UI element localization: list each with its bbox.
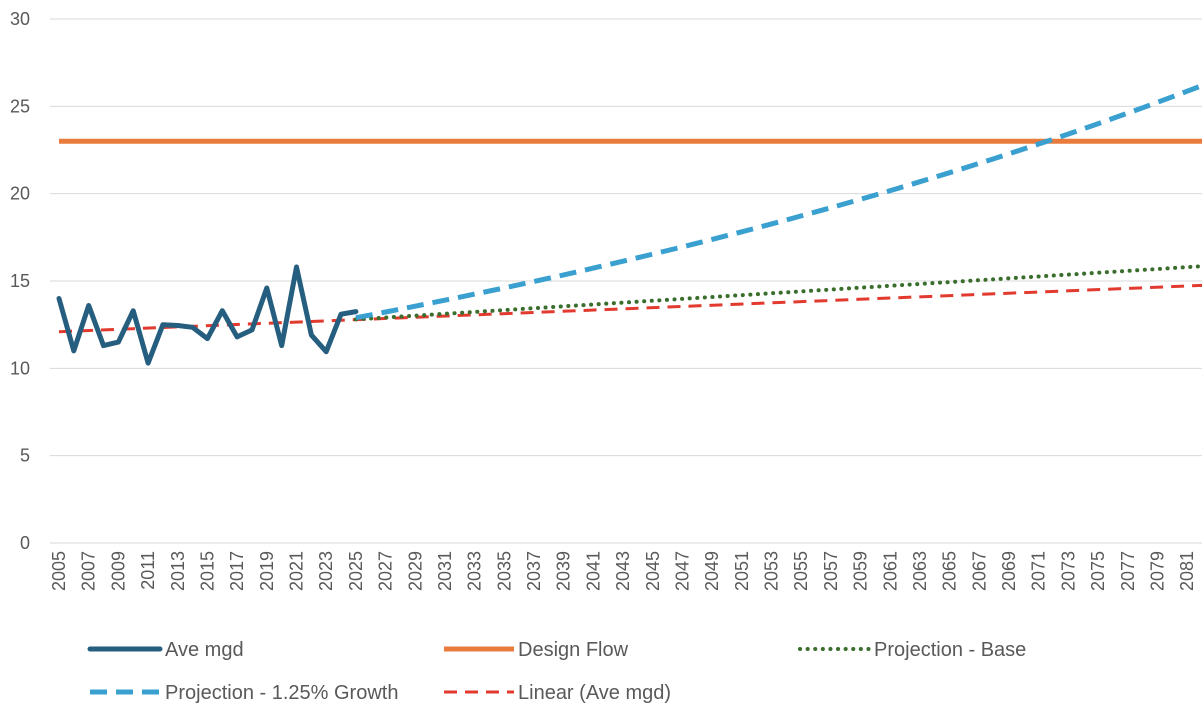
x-tick-label: 2013 xyxy=(168,551,188,591)
x-tick-label: 2023 xyxy=(316,551,336,591)
x-tick-label: 2063 xyxy=(910,551,930,591)
gridlines xyxy=(50,18,1202,544)
x-tick-label: 2073 xyxy=(1058,551,1078,591)
series-projection-base xyxy=(353,264,1204,322)
x-tick-label: 2071 xyxy=(1029,551,1049,591)
x-tick-label: 2035 xyxy=(494,551,514,591)
series-ave-mgd xyxy=(56,264,359,366)
series-linear-ave-mgd xyxy=(58,283,1203,334)
x-tick-label: 2015 xyxy=(197,551,217,591)
x-tick-label: 2045 xyxy=(643,551,663,591)
x-tick-label: 2061 xyxy=(880,551,900,591)
x-axis-tick-labels: 2005 2007 2009 2011 2013 2015 2017 2019 2021 2023… xyxy=(49,551,1197,591)
x-tick-label: 2019 xyxy=(257,551,277,591)
x-tick-label: 2069 xyxy=(999,551,1019,591)
y-axis-tick-labels: 0 5 10 15 20 25 30 xyxy=(10,9,30,553)
y-tick-label: 15 xyxy=(10,271,30,291)
y-tick-label: 30 xyxy=(10,9,30,29)
x-tick-label: 2049 xyxy=(702,551,722,591)
x-tick-label: 2021 xyxy=(287,551,307,591)
x-tick-label: 2033 xyxy=(465,551,485,591)
series-lines xyxy=(56,83,1204,366)
legend-item-design-flow: Design Flow xyxy=(444,639,629,661)
y-tick-label: 25 xyxy=(10,96,30,116)
legend-item-ave-mgd: Ave mgd xyxy=(87,639,244,661)
legend-label: Ave mgd xyxy=(165,639,244,661)
legend-label: Projection - 1.25% Growth xyxy=(165,682,398,704)
y-tick-label: 0 xyxy=(20,533,30,553)
x-tick-label: 2027 xyxy=(376,551,396,591)
legend-item-projection-base: Projection - Base xyxy=(798,639,1026,661)
x-tick-label: 2059 xyxy=(851,551,871,591)
y-tick-label: 5 xyxy=(20,446,30,466)
series-projection-1-25-growth xyxy=(355,83,1203,321)
legend-item-projection-1-25-growth: Projection - 1.25% Growth xyxy=(90,682,398,704)
x-tick-label: 2029 xyxy=(405,551,425,591)
x-tick-label: 2009 xyxy=(108,551,128,591)
legend-label: Design Flow xyxy=(518,639,629,661)
x-tick-label: 2055 xyxy=(791,551,811,591)
legend: Ave mgd Design Flow Projection - Base Proje… xyxy=(87,639,1026,704)
legend-item-linear-ave-mgd: Linear (Ave mgd) xyxy=(444,682,671,704)
x-tick-label: 2081 xyxy=(1177,551,1197,591)
x-tick-label: 2057 xyxy=(821,551,841,591)
legend-label: Linear (Ave mgd) xyxy=(518,682,671,704)
x-tick-label: 2043 xyxy=(613,551,633,591)
y-tick-label: 20 xyxy=(10,184,30,204)
x-tick-label: 2039 xyxy=(554,551,574,591)
x-tick-label: 2051 xyxy=(732,551,752,591)
x-tick-label: 2047 xyxy=(672,551,692,591)
x-tick-label: 2065 xyxy=(940,551,960,591)
x-tick-label: 2017 xyxy=(227,551,247,591)
y-tick-label: 10 xyxy=(10,358,30,378)
x-tick-label: 2075 xyxy=(1088,551,1108,591)
x-tick-label: 2067 xyxy=(969,551,989,591)
x-tick-label: 2037 xyxy=(524,551,544,591)
x-tick-label: 2031 xyxy=(435,551,455,591)
x-tick-label: 2077 xyxy=(1118,551,1138,591)
x-tick-label: 2041 xyxy=(583,551,603,591)
x-tick-label: 2011 xyxy=(138,551,158,590)
x-tick-label: 2005 xyxy=(49,551,69,591)
x-tick-label: 2053 xyxy=(762,551,782,591)
x-tick-label: 2025 xyxy=(346,551,366,591)
x-tick-label: 2079 xyxy=(1147,551,1167,591)
legend-label: Projection - Base xyxy=(874,639,1026,661)
x-tick-label: 2007 xyxy=(79,551,99,591)
